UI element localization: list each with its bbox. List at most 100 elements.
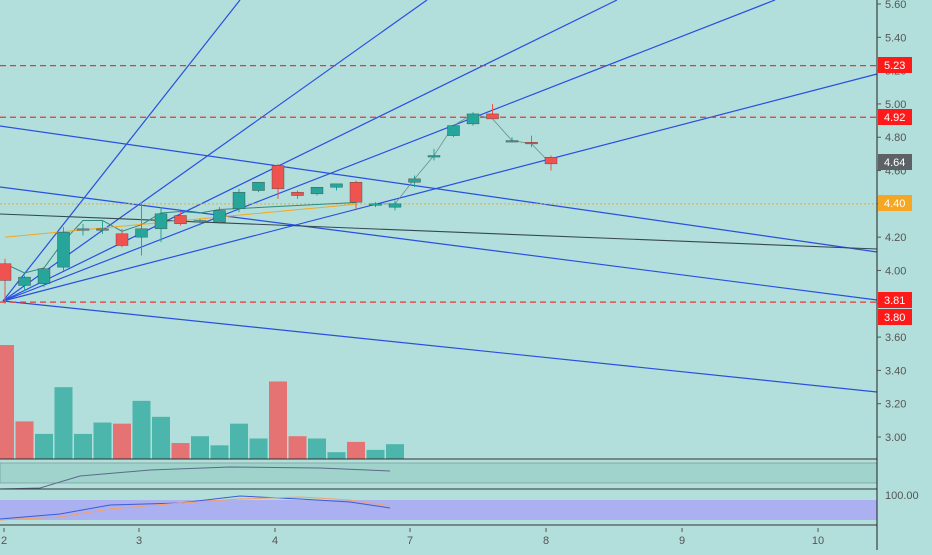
candle[interactable]	[213, 207, 226, 224]
volume-bar	[0, 345, 14, 459]
time-axis: 2 3 4 7 8 9 10	[1, 528, 824, 547]
stoch-axis-label: 100.00	[885, 490, 919, 502]
candle[interactable]	[486, 103, 499, 120]
candle[interactable]	[18, 275, 31, 291]
volume-bar	[269, 381, 287, 459]
price-tick-label: 5.60	[885, 0, 906, 11]
candle[interactable]	[369, 202, 382, 208]
candle[interactable]	[232, 188, 246, 213]
volume-bar	[15, 421, 34, 459]
candle-body	[154, 213, 168, 230]
candle[interactable]	[525, 135, 538, 148]
volume-bar	[347, 441, 365, 459]
trend-line	[2, 0, 241, 302]
price-tick-label: 4.20	[885, 232, 906, 244]
horizontal-levels	[0, 65, 877, 303]
price-label-5-23: 5.23	[878, 57, 912, 73]
candle[interactable]	[0, 258, 12, 304]
price-label-text: 3.80	[884, 312, 905, 324]
candle-body	[544, 157, 558, 165]
volume-bar	[54, 387, 73, 459]
price-tick-label: 4.00	[885, 265, 906, 277]
price-label-4-92: 4.92	[878, 109, 912, 125]
candle[interactable]	[388, 200, 402, 211]
candle-body	[96, 228, 109, 231]
price-tick-label: 3.20	[885, 399, 906, 411]
candle[interactable]	[154, 207, 168, 243]
candle-body	[115, 233, 129, 246]
candle[interactable]	[96, 220, 109, 234]
volume-bar	[171, 443, 190, 459]
candles[interactable]	[0, 103, 558, 304]
price-label-text: 5.23	[884, 60, 905, 72]
price-label-text: 4.40	[884, 198, 905, 210]
candle[interactable]	[310, 186, 324, 196]
candle-body	[427, 155, 441, 158]
candle-body	[252, 181, 265, 191]
candle-body	[37, 268, 51, 284]
volume-bar	[152, 416, 170, 459]
candle[interactable]	[174, 212, 187, 226]
volume-bar	[191, 436, 209, 459]
candle[interactable]	[349, 180, 363, 209]
candle[interactable]	[193, 218, 207, 226]
candle[interactable]	[76, 223, 90, 236]
candle-body	[408, 178, 421, 183]
time-tick-label: 9	[679, 535, 685, 547]
candle[interactable]	[427, 148, 441, 161]
candle-body	[18, 276, 31, 286]
candle[interactable]	[544, 155, 558, 171]
candle[interactable]	[37, 267, 51, 288]
candle[interactable]	[291, 190, 304, 199]
price-labels: 5.23 4.92 3.81 3.80 4.40 4.64	[878, 57, 912, 325]
volume-bars	[0, 345, 404, 459]
price-label-text: 4.64	[884, 157, 905, 169]
candle[interactable]	[466, 112, 480, 126]
trend-line	[2, 0, 618, 302]
rsi-band	[0, 462, 878, 484]
candle[interactable]	[447, 125, 460, 138]
candle[interactable]	[57, 227, 70, 271]
candle[interactable]	[330, 183, 343, 191]
volume-bar	[386, 444, 404, 459]
candle[interactable]	[252, 181, 265, 193]
volume-bar	[366, 449, 385, 459]
time-tick-label: 8	[543, 535, 549, 547]
volume-bar	[93, 422, 112, 459]
candle-body	[174, 215, 187, 225]
volume-bar	[327, 452, 346, 459]
candle[interactable]	[505, 137, 519, 143]
price-label-4-40: 4.40	[878, 195, 912, 211]
candle[interactable]	[408, 175, 421, 188]
candle-body	[330, 183, 343, 188]
price-label-3-81: 3.81	[878, 292, 912, 308]
price-tick-label: 3.60	[885, 332, 906, 344]
price-label-3-80: 3.80	[878, 309, 912, 325]
candle-body	[193, 220, 207, 223]
stoch-d-line	[0, 496, 391, 521]
candle-body	[135, 228, 148, 238]
time-tick-label: 2	[1, 535, 7, 547]
time-tick-label: 10	[812, 535, 824, 547]
candle-body	[369, 203, 382, 206]
price-label-bg	[878, 57, 912, 73]
volume-bar	[308, 438, 326, 459]
candle[interactable]	[135, 202, 148, 256]
close-line	[375, 113, 552, 205]
candle-body	[310, 186, 324, 195]
volume-bar	[210, 445, 229, 459]
trend-line	[0, 186, 878, 301]
price-tick-label: 3.00	[885, 432, 906, 444]
stoch-k-line	[0, 495, 391, 520]
price-label-bg	[878, 309, 912, 325]
candle[interactable]	[271, 163, 285, 199]
time-tick-label: 3	[136, 535, 142, 547]
volume-bar	[132, 400, 151, 459]
candle-body	[349, 181, 363, 203]
candle[interactable]	[115, 228, 129, 248]
volume-bar	[230, 423, 248, 459]
time-tick-label: 7	[407, 535, 413, 547]
price-label-bg	[878, 195, 912, 211]
